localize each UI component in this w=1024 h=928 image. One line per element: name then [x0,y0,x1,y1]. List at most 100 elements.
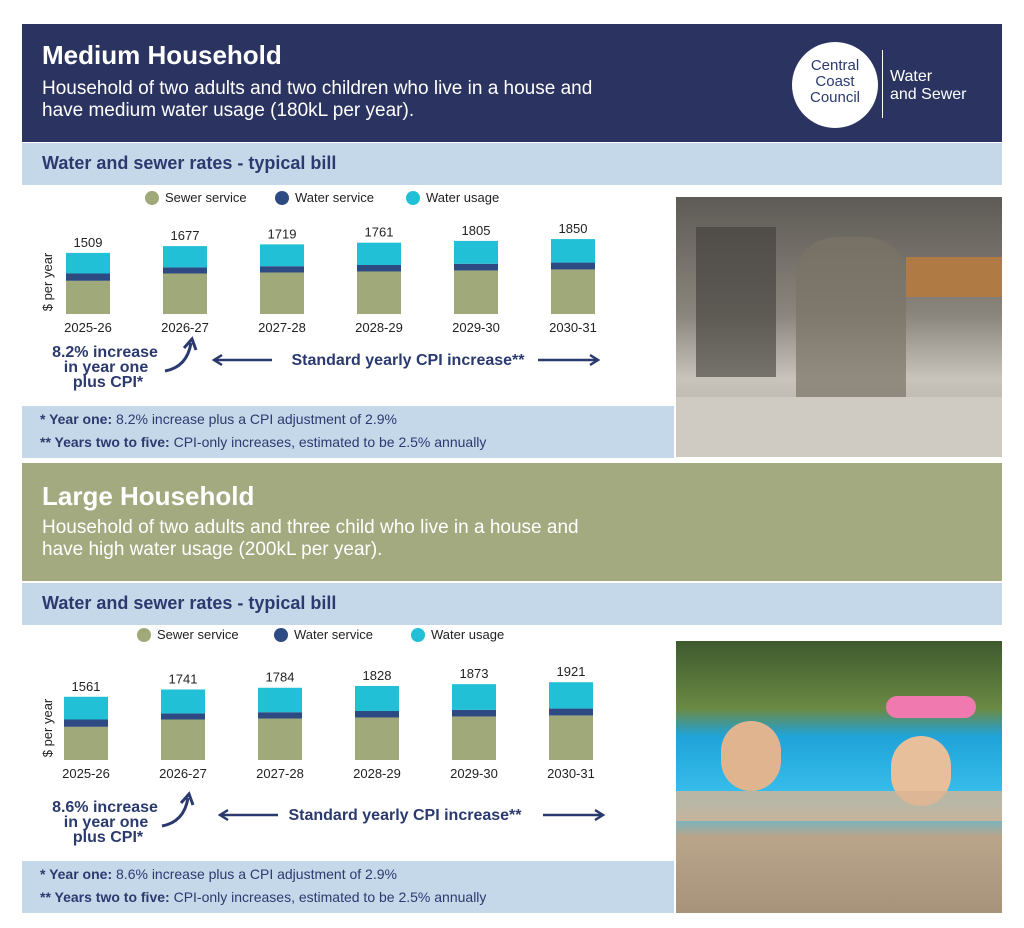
bar-sewer-service [163,273,207,314]
large-note1-bold: * Year one: [40,866,113,882]
division-line2: and Sewer [890,86,967,103]
data-label: 1828 [363,668,392,683]
council-logo: Central Coast Council [792,42,878,128]
bar-water-service [66,273,110,281]
division-line1: Water [890,68,933,85]
large-title: Large Household [42,481,255,511]
medium-subtitle-bar: Water and sewer rates - typical bill [22,143,1002,185]
bar-sewer-service [551,269,595,314]
medium-note2: ** Years two to five: CPI-only increases… [40,434,486,450]
logo-line2: Coast [815,73,855,90]
cpi-label: Standard yearly CPI increase** [288,807,522,824]
medium-description: Household of two adults and two children… [42,78,662,122]
data-label: 1921 [557,664,586,679]
bar-water-usage [260,244,304,267]
year-one-annotation: plus CPI* [73,829,144,846]
tick-label: 2028-29 [353,766,401,781]
data-label: 1741 [169,671,198,686]
large-desc-line1: Household of two adults and three child … [42,517,579,538]
tick-label: 2026-27 [159,766,207,781]
bar-water-service [454,263,498,271]
bar-water-service [258,712,302,719]
medium-notes: * Year one: 8.2% increase plus a CPI adj… [22,406,674,458]
tick-label: 2025-26 [64,320,112,335]
medium-note1: * Year one: 8.2% increase plus a CPI adj… [40,411,397,427]
bar-sewer-service [357,271,401,314]
year-one-annotation: 8.2% increase [52,344,158,361]
legend-sewer-label: Sewer service [157,627,239,642]
legend-service-label: Water service [295,190,374,205]
medium-note1-bold: * Year one: [40,411,113,427]
cpi-arrow-right-head [589,353,601,367]
y-axis-label: $ per year [40,698,55,757]
medium-desc-line1: Household of two adults and two children… [42,78,593,99]
large-chart: $ per year 1561 2025-26 1741 2026-27 1784 2027… [40,664,606,846]
bar-water-service [260,266,304,273]
data-label: 1509 [74,235,103,250]
legend-usage-swatch [406,190,420,205]
data-label: 1677 [171,228,200,243]
medium-title: Medium Household [42,40,282,70]
kids-pool-photo [676,641,1002,913]
cpi-arrow-right-head [594,808,606,822]
large-note1-text: 8.6% increase plus a CPI adjustment of 2… [112,866,397,882]
medium-desc-line2: have medium water usage (180kL per year)… [42,100,415,121]
cpi-arrow-left-head [211,353,223,367]
cpi-arrow-left-head [217,808,229,822]
tick-label: 2027-28 [258,320,306,335]
year-one-annotation: in year one [64,359,149,376]
bar-sewer-service [549,715,593,760]
legend-service: Water service [274,627,373,642]
logo-divider [882,50,883,118]
tick-label: 2026-27 [161,320,209,335]
bar-water-service [549,708,593,716]
curved-arrow-head [179,791,195,806]
bar-water-service [355,710,399,718]
bar-sewer-service [454,270,498,314]
large-note2: ** Years two to five: CPI-only increases… [40,889,486,905]
large-desc-line2: have high water usage (200kL per year). [42,539,383,560]
bar-sewer-service [258,718,302,760]
bar-water-usage [454,240,498,264]
bar-sewer-service [355,717,399,760]
bar-water-usage [163,246,207,268]
tick-label: 2027-28 [256,766,304,781]
year-one-annotation: in year one [64,814,149,831]
data-label: 1784 [266,670,295,685]
data-label: 1873 [460,666,489,681]
tick-label: 2030-31 [549,320,597,335]
curved-arrow [161,797,190,828]
division-name: Water and Sewer [890,68,967,104]
legend-service-label: Water service [294,627,373,642]
curved-arrow-head [182,336,198,351]
large-subtitle-bar: Water and sewer rates - typical bill [22,583,1002,625]
cpi-label: Standard yearly CPI increase** [291,352,525,369]
medium-subtitle: Water and sewer rates - typical bill [42,153,337,173]
bar-water-service [452,709,496,717]
tick-label: 2028-29 [355,320,403,335]
bar-water-usage [452,684,496,710]
medium-legend: Sewer service Water service Water usage [0,190,674,210]
legend-usage-label: Water usage [426,190,500,205]
bar-water-service [357,264,401,272]
bar-water-usage [549,682,593,709]
legend-usage-swatch [411,627,425,642]
large-note1: * Year one: 8.6% increase plus a CPI adj… [40,866,397,882]
legend-service-swatch [275,190,289,205]
legend-sewer-swatch [137,627,151,642]
bar-sewer-service [64,726,108,760]
legend-usage: Water usage [411,627,504,642]
bar-water-service [161,713,205,720]
data-label: 1761 [365,225,394,240]
family-kitchen-photo [676,197,1002,457]
bar-water-usage [357,242,401,265]
bar-water-service [551,262,595,270]
data-label: 1561 [72,679,101,694]
medium-chart: $ per year 1509 2025-26 1677 2026-27 1719 2027… [40,221,601,391]
large-subtitle: Water and sewer rates - typical bill [42,593,337,613]
legend-sewer-swatch [145,190,159,205]
tick-label: 2029-30 [450,766,498,781]
bar-water-usage [258,687,302,713]
bar-water-usage [64,696,108,720]
legend-service-swatch [274,627,288,642]
